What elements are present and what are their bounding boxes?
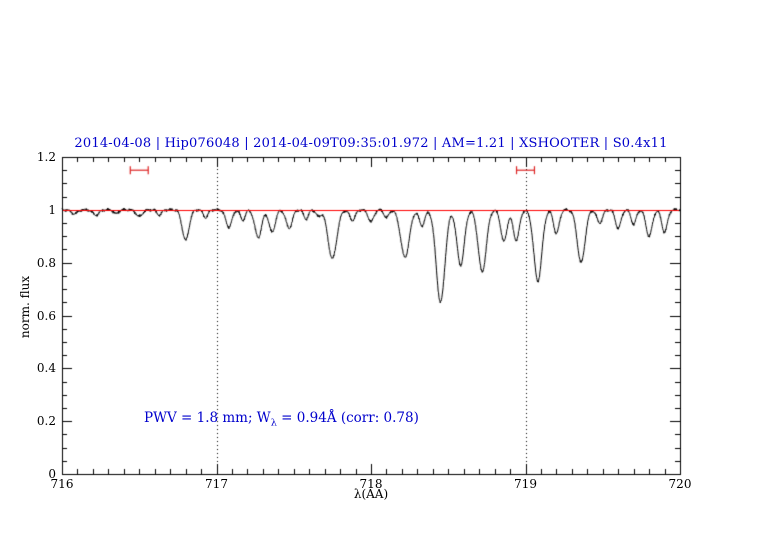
y-axis-label: norm. flux <box>18 275 32 339</box>
y-tick-label: 0 <box>48 467 56 481</box>
y-tick-label: 0.4 <box>36 361 56 376</box>
pwv-annotation-prefix: PWV = 1.8 mm; W <box>144 410 271 426</box>
y-tick-label: 1 <box>48 202 56 217</box>
x-axis-label: λ(AA) <box>353 487 389 501</box>
plot-title: 2014-04-08 | Hip076048 | 2014-04-09T09:3… <box>74 136 668 151</box>
y-tick-label: 1.2 <box>36 150 56 164</box>
y-tick-label: 0.6 <box>36 308 56 323</box>
pwv-annotation: PWV = 1.8 mm; Wλ = 0.94Å (corr: 0.78) <box>144 410 419 429</box>
x-tick-label: 718 <box>359 477 383 491</box>
pwv-annotation-suffix: = 0.94Å (corr: 0.78) <box>276 410 419 426</box>
y-tick-label: 0.2 <box>36 414 56 429</box>
x-tick-label: 719 <box>514 477 537 491</box>
x-tick-label: 720 <box>668 477 692 491</box>
pwv-annotation-subscript: λ <box>270 417 277 429</box>
x-tick-label: 717 <box>205 477 228 491</box>
x-tick-label: 716 <box>50 477 74 491</box>
y-tick-label: 0.8 <box>36 255 56 270</box>
